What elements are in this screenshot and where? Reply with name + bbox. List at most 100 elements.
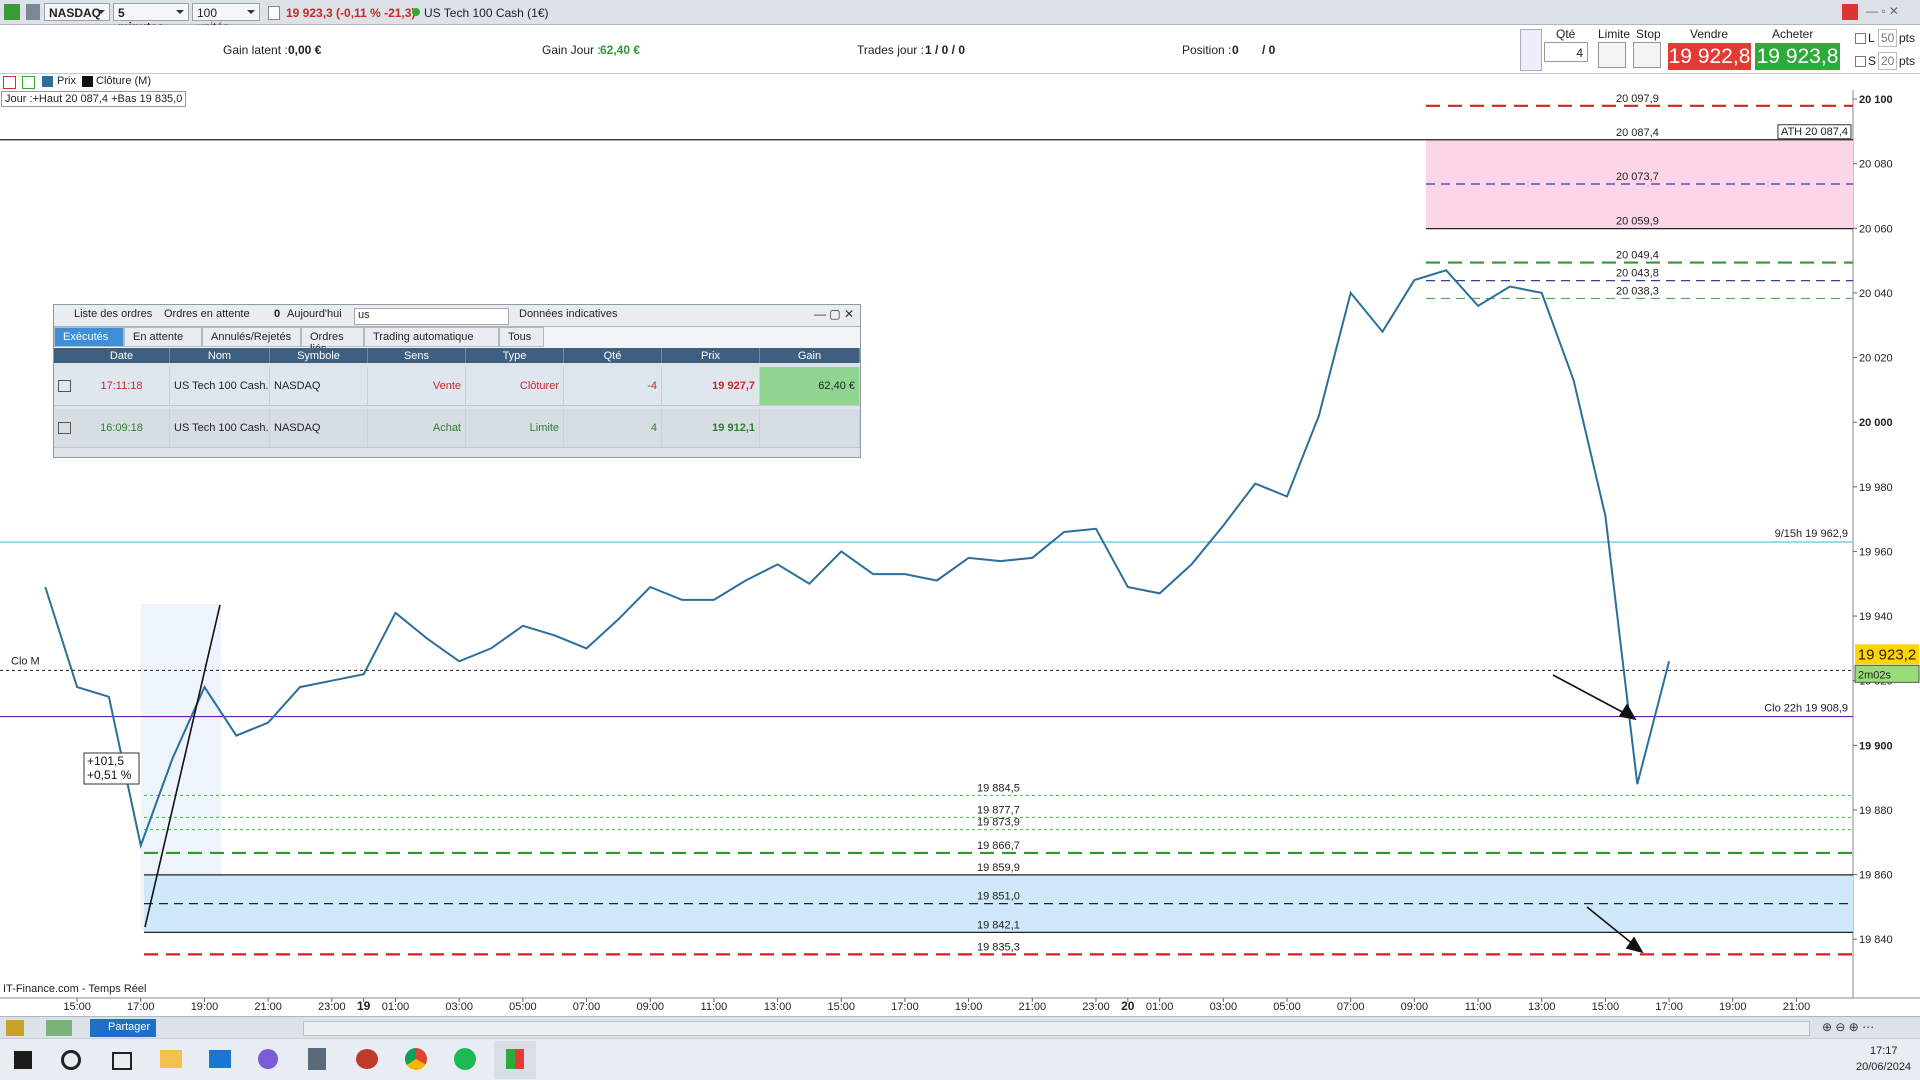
level-label: 20 087,4 xyxy=(1616,127,1659,139)
x-tick-label: 13:00 xyxy=(1528,1001,1556,1013)
timer-box xyxy=(1854,664,1920,683)
orders-tab[interactable]: Ordres en attente xyxy=(164,308,250,320)
mail-icon[interactable] xyxy=(209,1050,231,1068)
column-header[interactable]: Sens xyxy=(368,348,466,363)
order-cell: NASDAQ xyxy=(270,409,368,447)
clock-time: 17:17 xyxy=(1870,1045,1898,1057)
order-row[interactable]: 16:09:18 US Tech 100 Cash... NASDAQ Achat Li… xyxy=(54,409,860,448)
legend-toggle[interactable] xyxy=(3,76,16,89)
level-label: 19 851,0 xyxy=(977,891,1020,903)
limit-label: Limite xyxy=(1598,27,1631,41)
buy-button[interactable]: 19 923,8 xyxy=(1755,43,1840,70)
orders-titlebar: Liste des ordres Ordres en attente 0 Aujour… xyxy=(54,305,860,327)
y-tick-label: 19 960 xyxy=(1859,546,1893,558)
orders-subtab[interactable]: En attente xyxy=(124,327,202,347)
arrow-head xyxy=(1625,936,1644,954)
game-icon[interactable] xyxy=(356,1049,378,1069)
s-checkbox[interactable] xyxy=(1855,56,1866,67)
row-icon xyxy=(58,380,71,392)
drawings xyxy=(144,604,1644,954)
y-tick-label: 20 000 xyxy=(1859,417,1893,429)
qty-input[interactable]: 4 xyxy=(1544,42,1588,62)
orders-subtab[interactable]: Annulés/Rejetés xyxy=(202,327,301,347)
orders-tab[interactable]: Aujourd'hui xyxy=(287,308,342,320)
window-controls[interactable]: — ▢ ✕ xyxy=(813,307,854,321)
zoom-controls[interactable]: ⊕ ⊖ ⊕ ⋯ xyxy=(1822,1020,1875,1034)
chart-type[interactable] xyxy=(46,1020,72,1036)
l-checkbox[interactable] xyxy=(1855,33,1866,44)
s-pts[interactable]: 20 xyxy=(1878,52,1898,70)
tools-button[interactable] xyxy=(1520,29,1542,71)
column-header[interactable]: Date xyxy=(74,348,170,363)
orders-subtab[interactable]: Exécutés xyxy=(54,327,124,347)
level-tag: ATH 20 087,4 xyxy=(1781,126,1848,138)
last-price-box xyxy=(1855,644,1919,665)
order-cell: 16:09:18 xyxy=(74,409,170,447)
search-button[interactable] xyxy=(61,1050,81,1070)
order-cell xyxy=(760,409,860,447)
info-icon[interactable] xyxy=(268,6,280,20)
last-price-label: 19 923,2 xyxy=(1858,646,1916,663)
orders-tab[interactable]: Liste des ordres xyxy=(74,308,153,320)
order-cell: 19 927,7 xyxy=(662,367,760,405)
buy-label: Acheter xyxy=(1772,27,1814,41)
calculator-icon[interactable] xyxy=(308,1048,326,1070)
x-tick-label: 19 xyxy=(357,999,371,1013)
l-pts[interactable]: 50 xyxy=(1878,29,1898,47)
start-button[interactable] xyxy=(14,1051,32,1069)
legend-toggle[interactable] xyxy=(22,76,35,89)
gain-jour-label: Gain Jour : xyxy=(542,43,601,57)
orders-subtab[interactable]: Trading automatique xyxy=(364,327,499,347)
level-label: 19 859,9 xyxy=(977,862,1020,874)
period-select[interactable]: 5 minutes xyxy=(113,3,189,34)
share-button[interactable]: Partager xyxy=(90,1019,157,1037)
size-select[interactable]: 100 unités xyxy=(192,3,260,34)
stop-button[interactable] xyxy=(1633,42,1661,68)
column-header[interactable]: Qté xyxy=(564,348,662,363)
order-cell: 19 912,1 xyxy=(662,409,760,447)
orders-tab[interactable]: 0 xyxy=(274,308,281,320)
sync-icon[interactable] xyxy=(1842,4,1858,20)
x-tick-label: 19:00 xyxy=(955,1001,983,1013)
l-label: L xyxy=(1868,31,1875,45)
legend-bar: Prix Clôture (M) xyxy=(0,74,1920,90)
explorer-icon[interactable] xyxy=(160,1050,182,1068)
x-tick-label: 15:00 xyxy=(63,1001,91,1013)
draw-tool[interactable] xyxy=(6,1020,24,1036)
x-tick-label: 23:00 xyxy=(318,1001,346,1013)
legend-price: Prix xyxy=(57,75,76,87)
sell-button[interactable]: 19 922,8 xyxy=(1668,43,1751,70)
trading-icon[interactable] xyxy=(506,1049,524,1069)
spotify-icon[interactable] xyxy=(454,1048,476,1070)
column-header[interactable]: Gain xyxy=(760,348,860,363)
position-total: / 0 xyxy=(1262,43,1276,57)
scrollbar[interactable] xyxy=(303,1021,1810,1036)
symbol-select[interactable]: NASDAQ xyxy=(44,3,110,21)
app-icon[interactable] xyxy=(258,1049,278,1069)
x-tick-label: 21:00 xyxy=(1783,1001,1811,1013)
column-header[interactable]: Nom xyxy=(170,348,270,363)
orders-tab[interactable]: Données indicatives xyxy=(519,308,618,320)
x-tick-label: 11:00 xyxy=(701,1001,728,1013)
orders-subtab[interactable]: Ordres liés xyxy=(301,327,364,355)
orders-subtab[interactable]: Tous xyxy=(499,327,544,347)
chart-icon[interactable] xyxy=(26,4,40,20)
limit-button[interactable] xyxy=(1598,42,1626,68)
task-view[interactable] xyxy=(112,1052,132,1070)
orders-tab[interactable]: us xyxy=(354,308,509,325)
column-header[interactable]: Symbole xyxy=(270,348,368,363)
orders-body: 17:11:18 US Tech 100 Cash... NASDAQ Vente Cl… xyxy=(54,363,860,457)
column-header[interactable]: Prix xyxy=(662,348,760,363)
window-controls[interactable]: — ▫ ✕ xyxy=(1866,4,1899,18)
column-header[interactable]: Type xyxy=(466,348,564,363)
order-cell: 62,40 € xyxy=(760,367,860,405)
status-dot xyxy=(412,8,420,16)
chrome-icon[interactable] xyxy=(405,1048,427,1070)
x-tick-label: 15:00 xyxy=(827,1001,855,1013)
order-row[interactable]: 17:11:18 US Tech 100 Cash... NASDAQ Vente Cl… xyxy=(54,367,860,406)
order-cell: Vente xyxy=(368,367,466,405)
annotation-text: +0,51 % xyxy=(87,768,132,782)
x-tick-label: 01:00 xyxy=(382,1001,410,1013)
order-cell: NASDAQ xyxy=(270,367,368,405)
app-icon[interactable] xyxy=(4,4,20,20)
